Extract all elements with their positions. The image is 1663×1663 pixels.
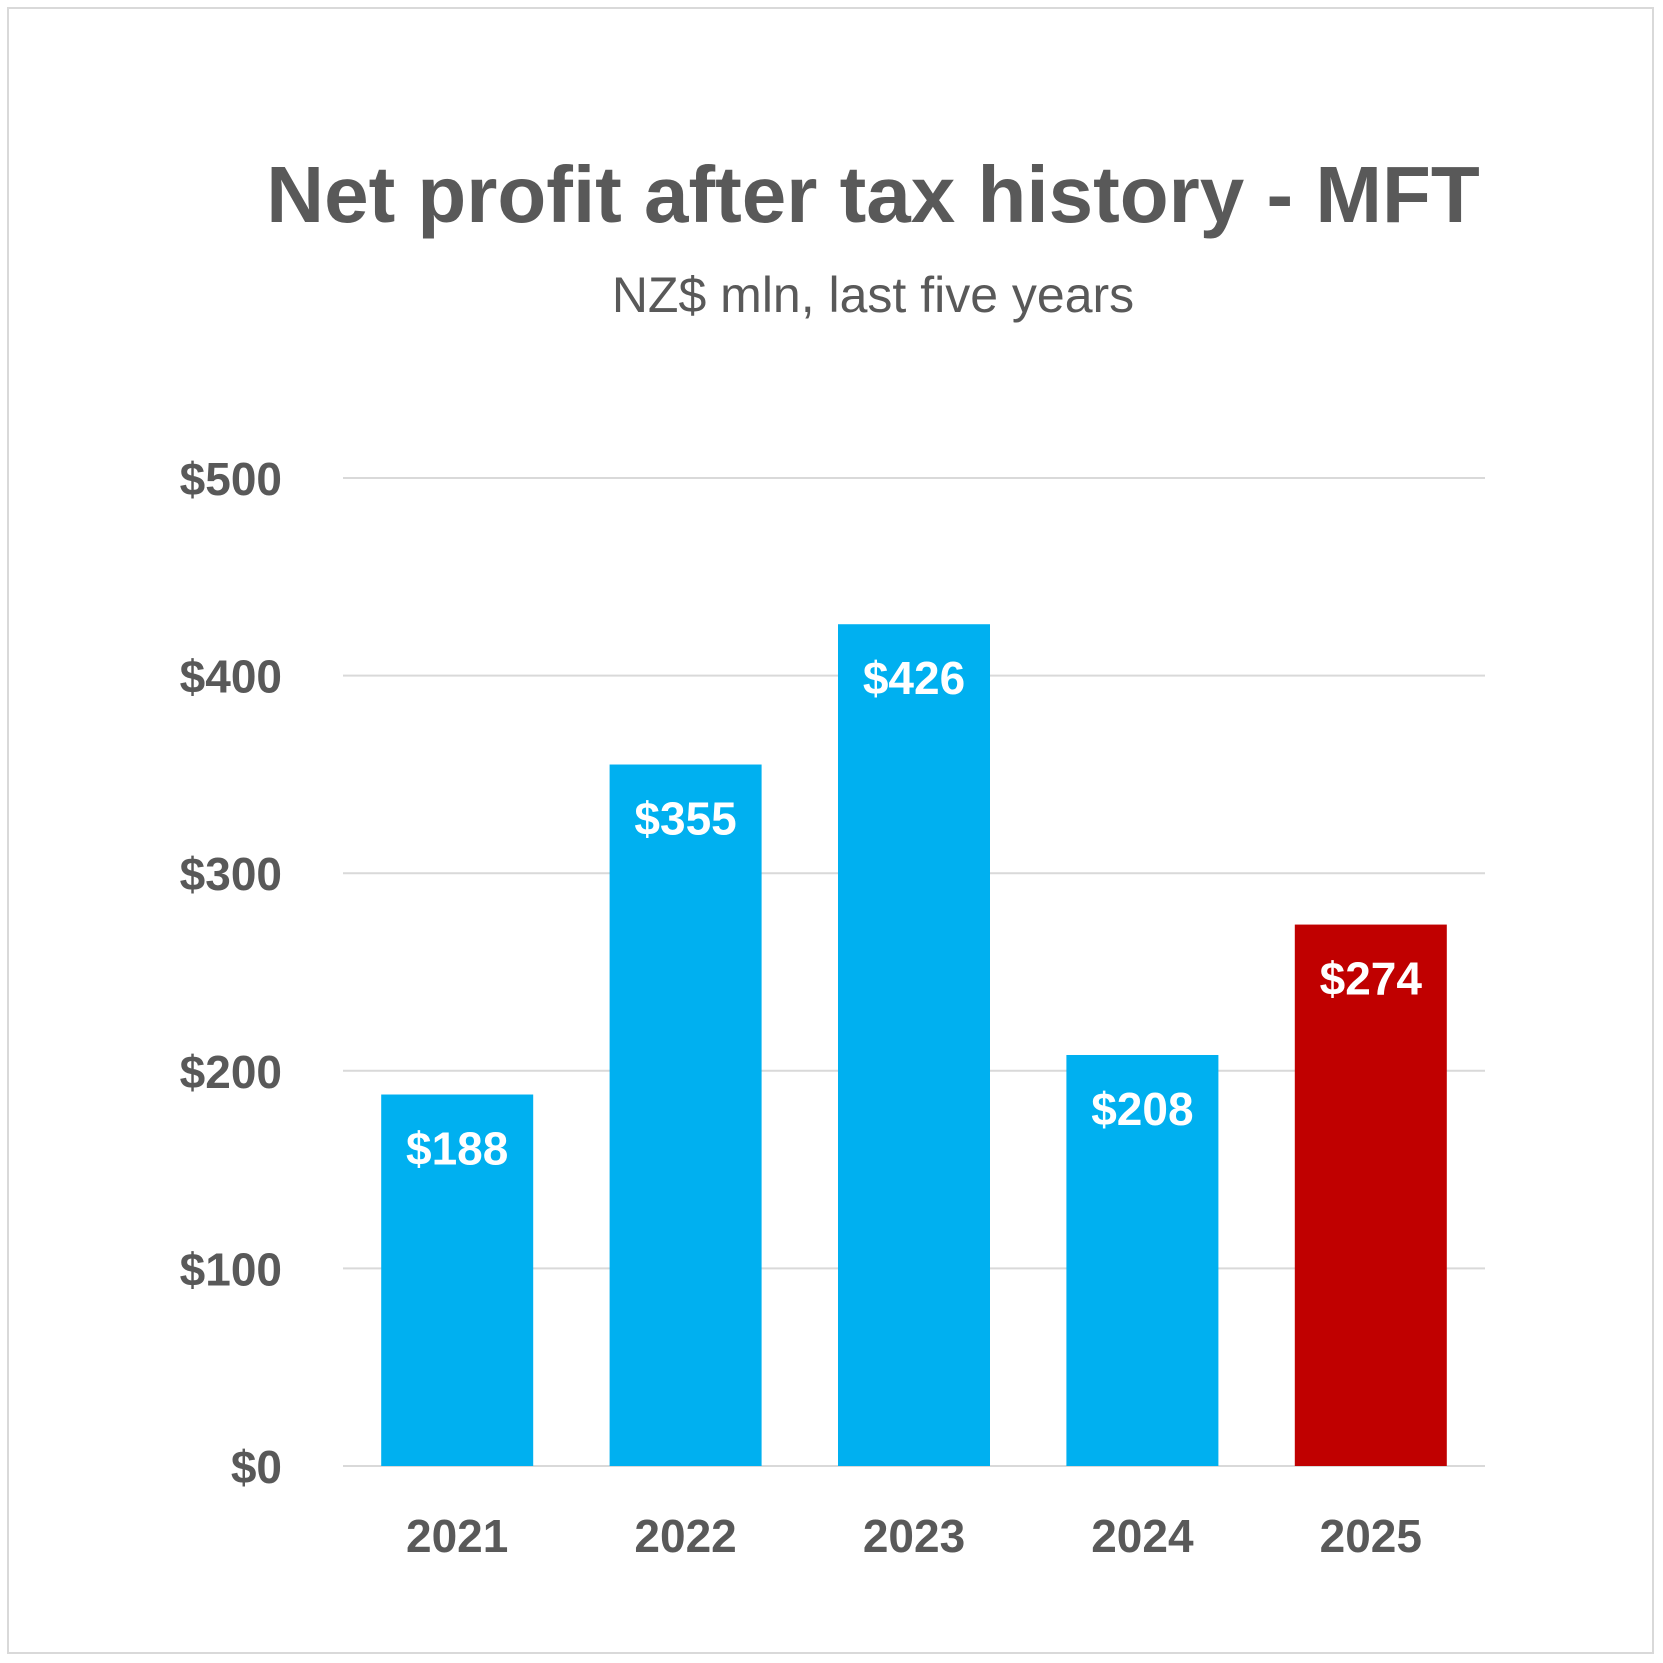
y-tick-label: $0: [231, 1441, 282, 1493]
y-tick-label: $200: [180, 1046, 282, 1098]
chart-subtitle: NZ$ mln, last five years: [612, 267, 1134, 323]
bar-2023: [838, 624, 990, 1466]
x-axis-ticks: 2021 2022 2023 2024 2025: [406, 1510, 1422, 1562]
bar-2022: [609, 764, 762, 1466]
data-label: $274: [1320, 953, 1423, 1005]
x-tick-label: 2021: [406, 1510, 508, 1562]
data-labels: $188 $355 $426 $208 $274: [406, 652, 1422, 1174]
data-label: $188: [406, 1123, 508, 1175]
y-tick-label: $100: [180, 1243, 282, 1295]
data-label: $208: [1091, 1083, 1193, 1135]
data-label: $426: [863, 652, 965, 704]
bar-2024: [1066, 1054, 1219, 1466]
bar-2025: [1294, 924, 1447, 1466]
y-tick-label: $300: [180, 848, 282, 900]
y-tick-label: $400: [180, 651, 282, 703]
y-axis-ticks: $0 $100 $200 $300 $400 $500: [180, 453, 282, 1493]
x-tick-label: 2025: [1320, 1510, 1422, 1562]
bars: [381, 624, 1447, 1466]
chart-title: Net profit after tax history - MFT: [266, 150, 1480, 239]
x-tick-label: 2022: [634, 1510, 736, 1562]
x-tick-label: 2023: [863, 1510, 965, 1562]
x-tick-label: 2024: [1091, 1510, 1194, 1562]
y-tick-label: $500: [180, 453, 282, 505]
data-label: $355: [634, 793, 736, 845]
bar-2021: [381, 1094, 534, 1466]
